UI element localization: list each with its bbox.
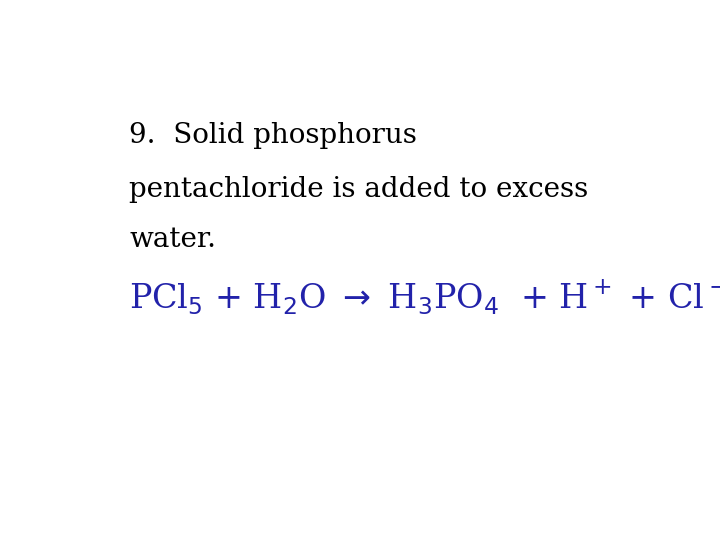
Text: 9.  Solid phosphorus: 9. Solid phosphorus [129,122,417,149]
Text: water.: water. [129,226,216,253]
Text: PCl$_5$ + H$_2$O $\rightarrow$ H$_3$PO$_4$  + H$^+$ + Cl$^-$: PCl$_5$ + H$_2$O $\rightarrow$ H$_3$PO$_… [129,279,720,317]
Text: pentachloride is added to excess: pentachloride is added to excess [129,176,588,203]
